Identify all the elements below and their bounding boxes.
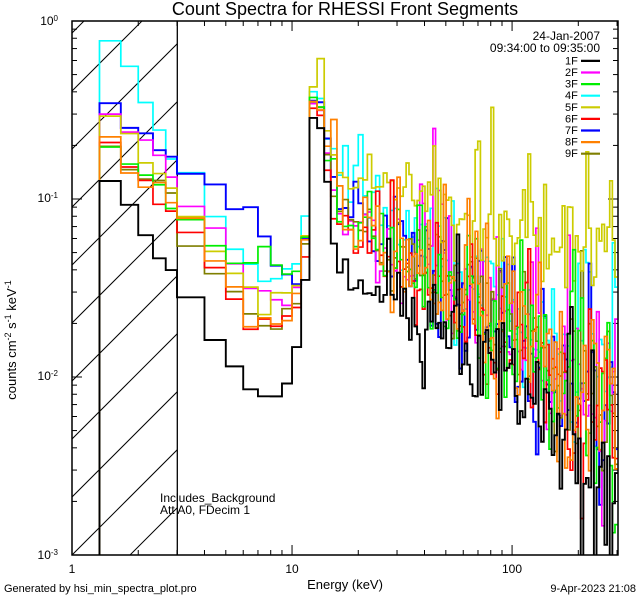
svg-text:Energy (keV): Energy (keV) xyxy=(307,577,383,592)
svg-text:Count Spectra for RHESSI Front: Count Spectra for RHESSI Front Segments xyxy=(172,0,518,19)
svg-text:7F: 7F xyxy=(565,125,578,137)
svg-text:Generated by hsi_min_spectra_p: Generated by hsi_min_spectra_plot.pro xyxy=(4,583,197,595)
svg-text:5F: 5F xyxy=(565,102,578,114)
svg-text:Att A0, FDecim 1: Att A0, FDecim 1 xyxy=(160,503,250,517)
svg-text:09:34:00 to 09:35:00: 09:34:00 to 09:35:00 xyxy=(490,41,600,55)
svg-text:1F: 1F xyxy=(565,55,578,67)
svg-text:2F: 2F xyxy=(565,67,578,79)
svg-text:3F: 3F xyxy=(565,79,578,91)
svg-text:8F: 8F xyxy=(565,137,578,149)
svg-text:10: 10 xyxy=(285,562,299,576)
svg-text:9F: 9F xyxy=(565,148,578,160)
svg-text:4F: 4F xyxy=(565,90,578,102)
svg-text:100: 100 xyxy=(502,562,522,576)
svg-text:6F: 6F xyxy=(565,113,578,125)
svg-text:1: 1 xyxy=(69,562,76,576)
svg-text:9-Apr-2023 21:08: 9-Apr-2023 21:08 xyxy=(550,583,636,595)
